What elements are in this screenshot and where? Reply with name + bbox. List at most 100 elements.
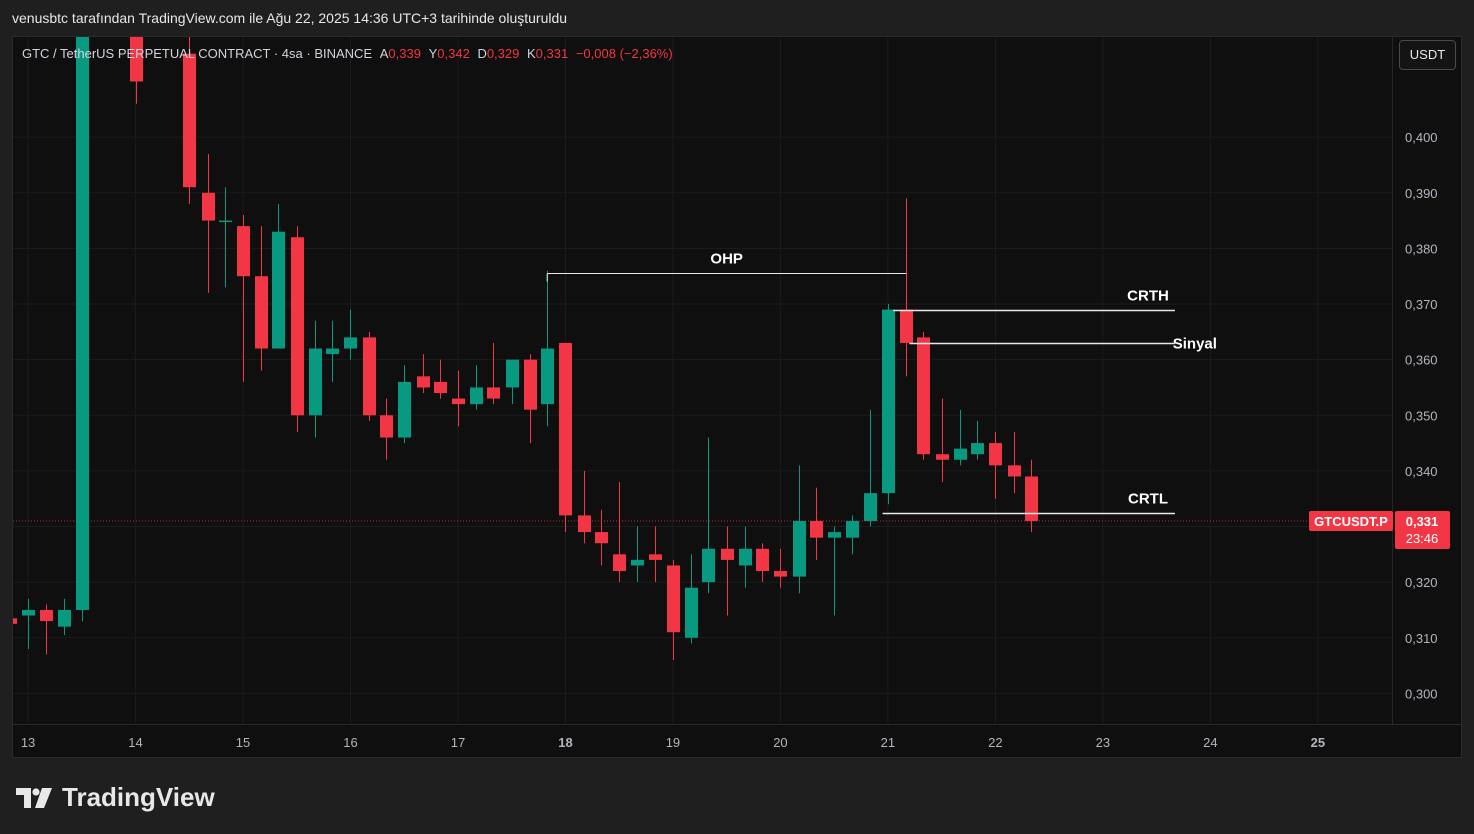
x-tick-label: 21 xyxy=(881,735,895,750)
y-tick-label: 0,300 xyxy=(1405,686,1438,701)
candle-down xyxy=(810,520,823,538)
candle-down xyxy=(756,548,769,572)
symbol-legend: GTC / TetherUS PERPETUAL CONTRACT · 4sa … xyxy=(22,46,673,61)
high-label: Y xyxy=(428,46,438,61)
candle-down xyxy=(434,381,447,394)
annotation-label: CRTH xyxy=(1127,288,1169,305)
annotation-label: OHP xyxy=(710,251,743,268)
footer-brand[interactable]: TradingView xyxy=(14,782,215,813)
annotation-label: CRTL xyxy=(1128,491,1168,508)
candle-down xyxy=(667,565,680,633)
x-tick-label: 18 xyxy=(558,735,572,750)
candle-up xyxy=(954,448,967,460)
y-tick-label: 0,340 xyxy=(1405,464,1438,479)
candle-down xyxy=(1025,476,1038,521)
symbol-info: GTC / TetherUS PERPETUAL CONTRACT · 4sa … xyxy=(22,46,373,61)
candle-down xyxy=(363,337,376,416)
candle-down xyxy=(649,554,662,560)
change-value: −0,008 (−2,36%) xyxy=(575,46,673,61)
y-tick-label: 0,400 xyxy=(1405,130,1438,145)
currency-button[interactable]: USDT xyxy=(1399,40,1456,70)
low-value: 0,329 xyxy=(486,46,520,61)
x-tick-label: 19 xyxy=(666,735,680,750)
x-tick-label: 22 xyxy=(988,735,1002,750)
candle-down xyxy=(183,53,196,188)
high-value: 0,342 xyxy=(437,46,470,61)
tradingview-logo-icon xyxy=(16,787,52,808)
chart-caption: venusbtc tarafından TradingView.com ile … xyxy=(12,10,568,26)
candle-down xyxy=(524,359,537,410)
symbol-tag-bg xyxy=(1309,510,1393,531)
candle-down xyxy=(487,387,500,399)
candle-up xyxy=(344,337,357,349)
candle-down xyxy=(237,226,250,277)
candle-up xyxy=(309,348,322,416)
x-tick-label: 24 xyxy=(1203,735,1217,750)
candle-down xyxy=(417,376,430,388)
candle-up xyxy=(739,548,752,566)
candle-up xyxy=(631,559,644,566)
candle-down xyxy=(40,609,53,622)
low-label: D xyxy=(477,46,487,61)
candle-down xyxy=(13,618,17,624)
candle-up xyxy=(22,609,35,616)
y-tick-label: 0,350 xyxy=(1405,408,1438,423)
annotation-label: Sinyal xyxy=(1173,336,1217,353)
candle-down xyxy=(202,192,215,221)
candle-up xyxy=(793,520,806,577)
candle-up xyxy=(506,359,519,388)
candle-down xyxy=(1008,465,1021,477)
candle-down xyxy=(721,548,734,560)
candle-down xyxy=(130,37,143,82)
candle-up xyxy=(272,231,285,349)
candle-down xyxy=(936,454,949,460)
candle-down xyxy=(917,337,930,455)
x-tick-label: 16 xyxy=(343,735,357,750)
candle-down xyxy=(989,443,1002,466)
candle-up xyxy=(846,520,859,538)
candle-up xyxy=(58,609,71,627)
x-tick-label: 15 xyxy=(236,735,250,750)
x-tick-label: 25 xyxy=(1311,735,1325,750)
candle-down xyxy=(900,309,913,343)
x-tick-label: 14 xyxy=(128,735,142,750)
price-tag-bg xyxy=(1395,510,1450,549)
candle-up xyxy=(882,309,895,494)
candle-up xyxy=(219,220,232,223)
y-tick-label: 0,370 xyxy=(1405,297,1438,312)
y-tick-label: 0,360 xyxy=(1405,353,1438,368)
candle-down xyxy=(380,415,393,438)
candle-up xyxy=(971,443,984,455)
candle-up xyxy=(828,532,841,538)
candle-down xyxy=(578,515,591,533)
candle-up xyxy=(702,548,715,583)
x-tick-label: 17 xyxy=(451,735,465,750)
candle-down xyxy=(774,571,787,577)
y-tick-label: 0,310 xyxy=(1405,631,1438,646)
candle-up xyxy=(541,348,554,405)
candle-up xyxy=(326,348,339,355)
candle-up xyxy=(398,381,411,438)
candle-down xyxy=(291,237,304,416)
y-tick-label: 0,390 xyxy=(1405,186,1438,201)
y-tick-label: 0,320 xyxy=(1405,575,1438,590)
x-tick-label: 20 xyxy=(773,735,787,750)
symbol-tag-label: GTCUSDT.P xyxy=(1314,514,1388,529)
candle-up xyxy=(685,587,698,638)
x-tick-label: 13 xyxy=(21,735,35,750)
candle-down xyxy=(613,554,626,572)
price-tag-value: 0,331 xyxy=(1406,514,1439,529)
brand-name: TradingView xyxy=(62,782,215,812)
candle-down xyxy=(255,276,268,349)
candle-down xyxy=(559,342,572,516)
close-label: K xyxy=(527,46,536,61)
close-value: 0,331 xyxy=(535,46,569,61)
candle-up xyxy=(864,493,877,521)
open-value: 0,339 xyxy=(388,46,421,61)
candle-down xyxy=(452,398,465,405)
open-label: A xyxy=(379,46,389,61)
price-tag-countdown: 23:46 xyxy=(1406,531,1439,546)
candle-down xyxy=(595,532,608,544)
candles-group xyxy=(13,37,1038,661)
